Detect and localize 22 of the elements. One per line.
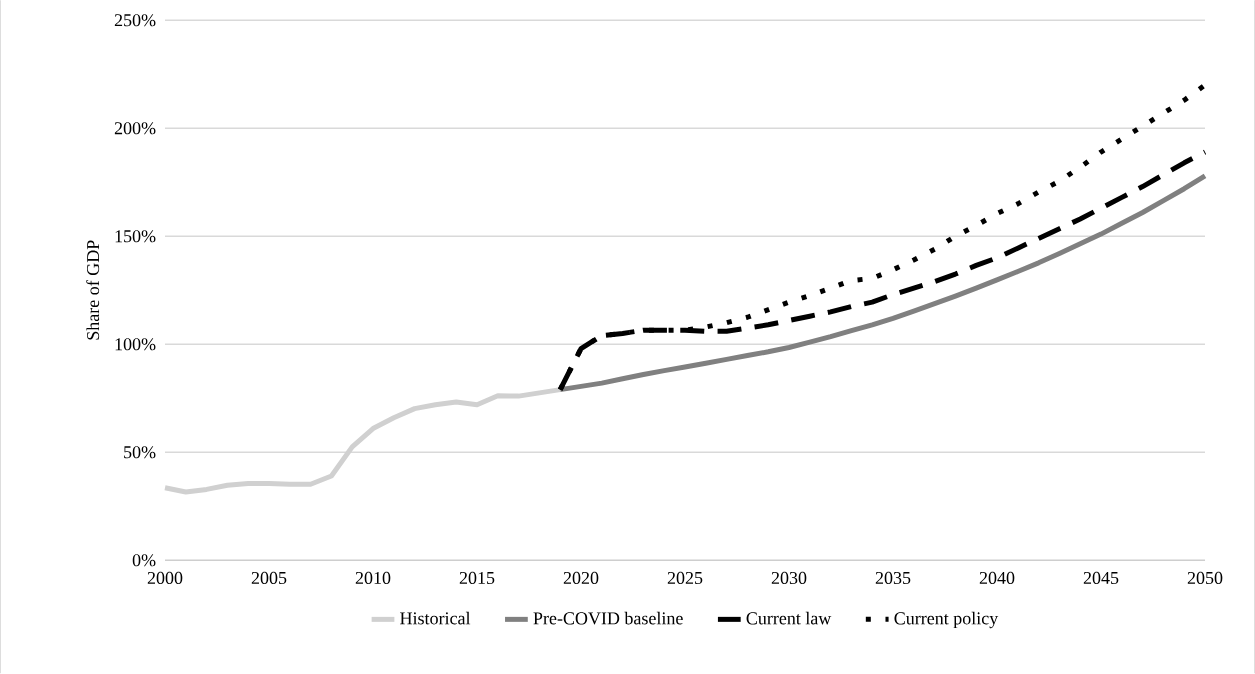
x-tick-label: 2015	[459, 572, 495, 585]
y-tick-label: 250%	[114, 14, 156, 27]
legend-label: Current policy	[894, 612, 999, 629]
x-tick-label: 2045	[1083, 572, 1119, 585]
y-tick-label: 50%	[124, 446, 156, 459]
y-tick-label: 200%	[114, 122, 156, 135]
x-tick-label: 2000	[147, 572, 183, 585]
y-tick-label: 150%	[115, 230, 156, 243]
legend-label: Current law	[746, 612, 832, 625]
x-tick-label: 2025	[667, 572, 703, 585]
y-tick-label: 0%	[132, 554, 156, 567]
legend-label: Historical	[400, 612, 471, 625]
x-tick-label: 2010	[355, 572, 391, 585]
y-axis-title: Share of GDP	[86, 240, 100, 340]
x-tick-label: 2050	[1187, 572, 1223, 585]
x-tick-label: 2040	[979, 572, 1015, 585]
legend-label: Pre-COVID baseline	[533, 612, 683, 625]
x-tick-label: 2030	[771, 572, 807, 585]
x-tick-label: 2035	[875, 572, 911, 585]
x-tick-label: 2005	[251, 572, 287, 585]
x-tick-label: 2020	[563, 572, 599, 585]
y-tick-label: 100%	[115, 338, 156, 351]
